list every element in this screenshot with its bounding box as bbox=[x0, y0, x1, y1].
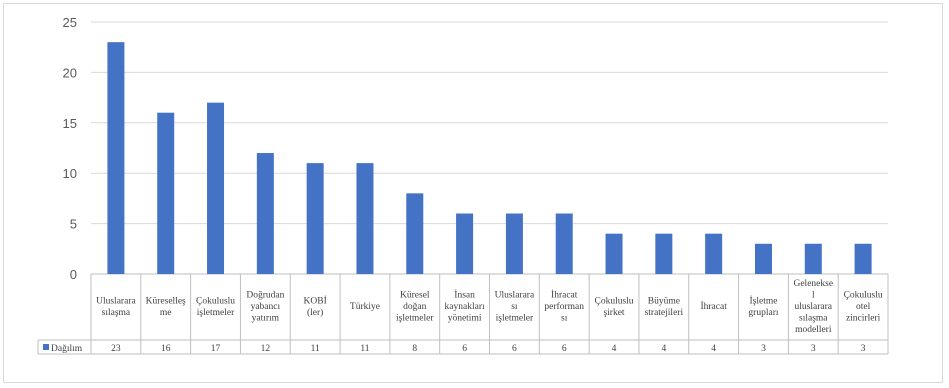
data-table-value: 3 bbox=[861, 344, 866, 354]
data-table-value: 23 bbox=[111, 344, 121, 354]
bar bbox=[854, 243, 872, 274]
y-tick-label: 5 bbox=[70, 217, 77, 232]
bar bbox=[107, 42, 125, 274]
data-table-value: 16 bbox=[161, 344, 171, 354]
category-label: Gelenekse l uluslarara sılaşma modelleri bbox=[793, 279, 833, 335]
category-label: Çokuluslu otel zincirleri bbox=[844, 291, 883, 324]
bar bbox=[705, 233, 723, 274]
category-label: İşletme grupları bbox=[748, 294, 778, 318]
category-label: Uluslarara sı işletmeler bbox=[495, 291, 535, 324]
category-label: Çokuluslu şirket bbox=[595, 296, 634, 318]
category-label: Türkiye bbox=[350, 302, 380, 312]
category-label: Büyüme stratejileri bbox=[645, 296, 684, 318]
y-tick-label: 15 bbox=[63, 116, 77, 131]
bar bbox=[306, 163, 324, 274]
bar bbox=[356, 163, 374, 274]
category-label: Küresel doğan işletmeler bbox=[396, 291, 434, 324]
data-table-value: 6 bbox=[462, 344, 467, 354]
y-tick-label: 0 bbox=[70, 267, 77, 282]
bar bbox=[456, 213, 474, 274]
data-table-value: 11 bbox=[311, 344, 320, 354]
category-label: Küreselleş me bbox=[146, 296, 186, 318]
data-table-value: 12 bbox=[261, 344, 271, 354]
y-tick-label: 10 bbox=[63, 166, 77, 181]
data-table-value: 4 bbox=[711, 344, 716, 354]
data-table-value: 4 bbox=[661, 344, 666, 354]
category-label: Doğrudan yabancı yatırım bbox=[246, 291, 284, 324]
bar bbox=[207, 102, 225, 274]
data-table-value: 4 bbox=[612, 344, 617, 354]
data-table-value: 17 bbox=[211, 344, 221, 354]
data-table-value: 6 bbox=[562, 344, 567, 354]
category-label: İnsan kaynakları yönetimi bbox=[445, 289, 485, 324]
bar bbox=[605, 233, 623, 274]
data-table-value: 8 bbox=[412, 344, 417, 354]
bar bbox=[406, 193, 424, 274]
bar bbox=[256, 153, 274, 274]
bar bbox=[505, 213, 523, 274]
category-label: Çokuluslu işletmeler bbox=[196, 296, 235, 318]
data-table-value: 3 bbox=[811, 344, 816, 354]
category-label: İhracat performan sı bbox=[544, 289, 584, 324]
y-tick-label: 20 bbox=[63, 65, 77, 80]
legend-swatch bbox=[43, 344, 49, 350]
data-table-value: 6 bbox=[512, 344, 517, 354]
category-label: KOBİ (ler) bbox=[304, 294, 327, 318]
bar bbox=[754, 243, 772, 274]
category-label: İhracat bbox=[700, 300, 727, 312]
y-tick-label: 25 bbox=[63, 15, 77, 30]
data-table-value: 3 bbox=[761, 344, 766, 354]
data-table-value: 11 bbox=[360, 344, 369, 354]
legend-label: Dağılım bbox=[51, 344, 83, 354]
bar bbox=[655, 233, 673, 274]
bar bbox=[555, 213, 573, 274]
bar bbox=[804, 243, 822, 274]
category-label: Uluslarara sılaşma bbox=[96, 296, 136, 318]
bar bbox=[157, 112, 175, 274]
